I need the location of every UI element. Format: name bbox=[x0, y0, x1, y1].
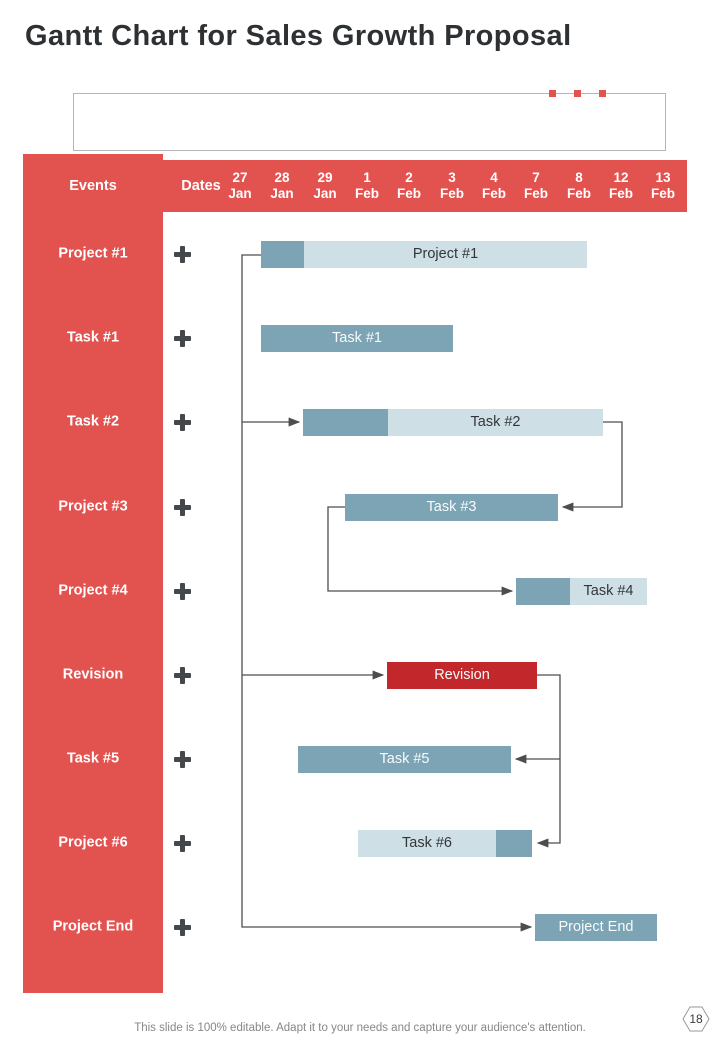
event-label-task-2: Task #2 bbox=[66, 413, 120, 430]
date-column-27-jan: 27 Jan bbox=[228, 169, 252, 201]
date-column-28-jan: 28 Jan bbox=[270, 169, 294, 201]
date-column-1-feb: 1 Feb bbox=[354, 169, 379, 201]
connector-6 bbox=[536, 674, 561, 848]
bar-segment-light bbox=[570, 577, 647, 605]
event-label-revision: Revision bbox=[62, 666, 124, 683]
dot-icon bbox=[549, 90, 556, 97]
bar-label: Task #5 bbox=[379, 750, 430, 767]
bar-segment-red bbox=[387, 661, 537, 689]
bar-label: Task #1 bbox=[332, 329, 382, 346]
gantt-bar-task-6[interactable]: Task #6 bbox=[358, 829, 532, 857]
dot-icon bbox=[599, 90, 606, 97]
gantt-bar-project-end[interactable]: Project End bbox=[535, 913, 657, 941]
date-column-2-feb: 2 Feb bbox=[396, 169, 421, 201]
date-column-12-feb: 12 Feb bbox=[608, 169, 633, 201]
page-number: 18 bbox=[689, 1012, 703, 1026]
date-column-29-jan: 29 Jan bbox=[313, 169, 337, 201]
bar-label: Task #4 bbox=[583, 582, 634, 599]
event-label-project-4: Project #4 bbox=[58, 582, 128, 599]
bar-segment-light bbox=[388, 408, 603, 436]
date-column-4-feb: 4 Feb bbox=[481, 169, 506, 201]
gantt-bar-task-4[interactable]: Task #4 bbox=[516, 577, 647, 605]
event-label-project-6: Project #6 bbox=[58, 834, 128, 851]
gantt-bar-task-2[interactable]: Task #2 bbox=[303, 408, 603, 436]
bar-segment-dark bbox=[516, 577, 570, 605]
date-column-7-feb: 7 Feb bbox=[523, 169, 548, 201]
gantt-bar-project-1[interactable]: Project #1 bbox=[261, 240, 587, 268]
hexagon-icon bbox=[682, 1006, 710, 1032]
event-label-task-1: Task #1 bbox=[66, 329, 120, 346]
decorative-frame bbox=[73, 90, 666, 151]
bar-segment-light bbox=[358, 829, 496, 857]
event-label-project-3: Project #3 bbox=[58, 498, 128, 515]
bar-segment-dark bbox=[496, 829, 532, 857]
bar-label: Task #2 bbox=[470, 413, 521, 430]
plus-icon[interactable] bbox=[174, 666, 191, 684]
bar-label: Task #3 bbox=[426, 498, 477, 515]
gantt-bar-revision[interactable]: Revision bbox=[387, 661, 537, 689]
bar-segment-dark bbox=[345, 493, 558, 521]
event-label-task-5: Task #5 bbox=[66, 750, 120, 767]
date-column-8-feb: 8 Feb bbox=[566, 169, 591, 201]
event-label-project-1: Project #1 bbox=[58, 245, 128, 262]
bar-label: Revision bbox=[434, 666, 490, 683]
plus-icon[interactable] bbox=[174, 245, 191, 263]
event-label-project-end: Project End bbox=[52, 918, 134, 935]
connector-1 bbox=[241, 254, 533, 932]
bar-label: Task #6 bbox=[402, 834, 452, 851]
bar-segment-dark bbox=[261, 240, 304, 268]
page-title: Gantt Chart for Sales Growth Proposal bbox=[25, 20, 572, 52]
plus-icon[interactable] bbox=[174, 329, 191, 347]
dots-icon bbox=[549, 90, 606, 97]
bar-segment-dark bbox=[261, 324, 453, 352]
date-column-13-feb: 13 Feb bbox=[650, 169, 675, 201]
dates-header-band: Dates 27 Jan 28 Jan 29 Jan 1 Feb 2 Feb 3 Feb 4 Feb 7 Fe… bbox=[163, 160, 687, 212]
bar-segment-dark bbox=[303, 408, 388, 436]
dates-header-label: Dates bbox=[181, 178, 221, 194]
events-header-label: Events bbox=[69, 178, 117, 194]
plus-icon[interactable] bbox=[174, 918, 191, 936]
plus-icon[interactable] bbox=[174, 582, 191, 600]
bar-label: Project End bbox=[558, 918, 634, 935]
bar-segment-dark bbox=[298, 745, 511, 773]
gantt-bar-task-1[interactable]: Task #1 bbox=[261, 324, 453, 352]
date-column-3-feb: 3 Feb bbox=[439, 169, 464, 201]
events-sidebar: Events Project #1 Task #1 Task #2 Project #… bbox=[23, 154, 163, 993]
plus-icon[interactable] bbox=[174, 413, 191, 431]
plus-icon[interactable] bbox=[174, 498, 191, 516]
plus-icon[interactable] bbox=[174, 834, 191, 852]
bar-label: Project #1 bbox=[412, 245, 479, 262]
plus-icon[interactable] bbox=[174, 750, 191, 768]
bar-segment-dark bbox=[535, 913, 657, 941]
dot-icon bbox=[574, 90, 581, 97]
gantt-bar-task-3[interactable]: Task #3 bbox=[345, 493, 558, 521]
page-number-badge: 18 bbox=[681, 1004, 711, 1034]
footer-note: This slide is 100% editable. Adapt it to… bbox=[134, 1022, 586, 1034]
bar-segment-light bbox=[304, 240, 587, 268]
gantt-bar-task-5[interactable]: Task #5 bbox=[298, 745, 511, 773]
